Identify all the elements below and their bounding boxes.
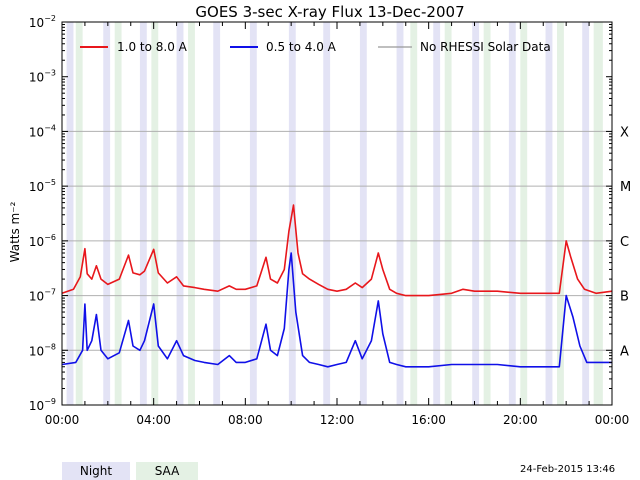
night-key-label: Night [79,464,113,478]
saa-band [520,22,528,405]
data-series [61,204,613,368]
night-band [249,22,257,405]
night-band [582,22,590,405]
saa-band [557,22,564,405]
flare-class-label: C [620,235,629,250]
night-saa-bands [66,22,603,405]
y-tick-label: 10−2 [29,14,56,30]
night-band [359,22,367,405]
flare-class-label: B [620,290,629,305]
night-key: Night [62,462,130,480]
y-tick-label: 10−7 [29,288,56,304]
night-band [545,22,553,405]
legend-label: No RHESSI Solar Data [420,40,551,54]
night-band [396,22,404,405]
night-band [508,22,516,405]
saa-band [593,22,603,405]
legend-label: 0.5 to 4.0 A [266,40,337,54]
x-tick-label: 00:00 [45,413,80,427]
flare-class-label: A [620,344,629,359]
y-tick-label: 10−3 [29,69,56,85]
series-legend: 1.0 to 8.0 A 0.5 to 4.0 A No RHESSI Solar … [80,40,551,54]
saa-band [114,22,122,405]
saa-key-label: SAA [154,464,180,478]
night-band [433,22,441,405]
saa-key: SAA [136,462,198,480]
series-line-short [61,252,612,368]
y-tick-label: 10−4 [29,123,56,139]
night-band [139,22,147,405]
x-tick-label: 16:00 [411,413,446,427]
axis-ticks: 10−9 10−8 10−7 10−6 10−5 10−4 10−3 10−2 00:00 04:… [29,14,631,427]
saa-band [151,22,159,405]
grid-lines [62,130,612,351]
chart-title: GOES 3-sec X-ray Flux 13-Dec-2007 [195,3,464,21]
y-tick-label: 10−8 [29,342,56,358]
saa-band [75,22,83,405]
x-tick-label: 00:00 [595,413,630,427]
night-band [103,22,111,405]
y-tick-label: 10−5 [29,178,56,194]
night-band [323,22,331,405]
night-band [213,22,221,405]
legend-label: 1.0 to 8.0 A [117,40,188,54]
y-tick-label: 10−9 [29,397,56,413]
x-tick-label: 08:00 [228,413,263,427]
saa-band [483,22,491,405]
night-band [66,22,74,405]
flare-class-label: X [620,125,629,140]
saa-band [444,22,452,405]
y-axis-label: Watts m⁻² [8,201,22,262]
x-tick-label: 12:00 [320,413,355,427]
x-tick-label: 04:00 [136,413,171,427]
night-band [472,22,480,405]
flare-class-label: M [620,180,631,195]
night-band [176,22,184,405]
timestamp: 24-Feb-2015 13:46 [520,464,616,475]
x-tick-label: 20:00 [503,413,538,427]
saa-band [410,22,418,405]
saa-band [188,22,195,405]
y-tick-label: 10−6 [29,233,56,249]
series-line-long [61,204,613,297]
